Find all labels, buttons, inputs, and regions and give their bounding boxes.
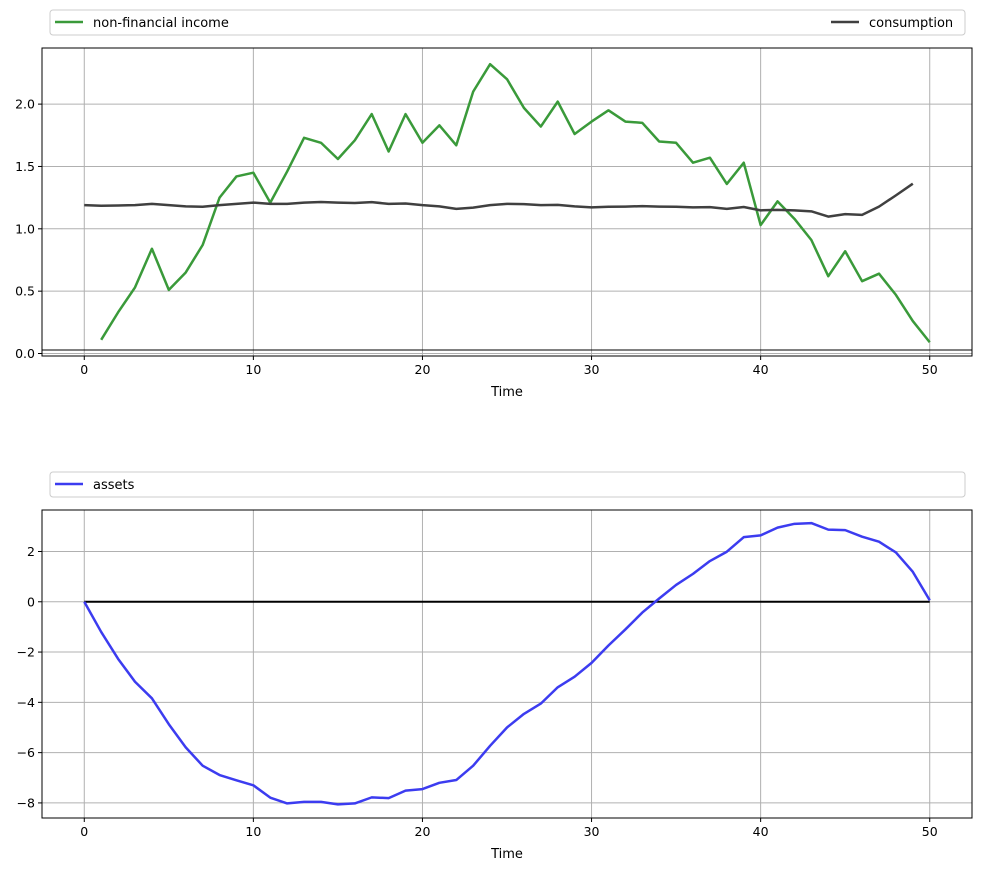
x-tick-label: 40	[753, 362, 769, 377]
x-tick-label: 50	[922, 362, 938, 377]
x-tick-label: 10	[245, 824, 261, 839]
y-tick-label: 1.0	[15, 221, 35, 236]
top-legend-box	[49, 9, 966, 36]
y-tick-label: −8	[17, 795, 35, 810]
x-tick-label: 40	[753, 824, 769, 839]
series-line-non-financial-income	[100, 62, 931, 344]
y-tick-label: −4	[17, 695, 35, 710]
bottom-chart: assets 0 10 20 30 40 50 −8 −6 −4 −2 0 2 Time	[17, 471, 973, 862]
y-tick-label: −6	[17, 745, 35, 760]
x-tick-label: 0	[80, 824, 88, 839]
y-tick-label: 2.0	[15, 97, 35, 112]
bottom-y-ticks: −8 −6 −4 −2 0 2	[17, 544, 42, 810]
bottom-x-ticks: 0 10 20 30 40 50	[80, 818, 938, 839]
bottom-legend-box	[49, 471, 966, 498]
x-tick-label: 30	[584, 824, 600, 839]
y-tick-label: −2	[17, 645, 35, 660]
series-line-consumption	[84, 182, 914, 218]
top-x-ticks: 0 10 20 30 40 50	[80, 356, 938, 377]
top-y-ticks: 0.0 0.5 1.0 1.5 2.0	[15, 97, 42, 361]
x-tick-label: 10	[245, 362, 261, 377]
legend-label-consumption: consumption	[869, 16, 953, 31]
y-tick-label: 0	[27, 594, 35, 609]
x-tick-label: 30	[584, 362, 600, 377]
top-chart: non-financial income consumption 0 10 20 30…	[15, 9, 973, 400]
x-tick-label: 20	[415, 362, 431, 377]
y-tick-label: 1.5	[15, 159, 35, 174]
series-line-assets	[83, 521, 931, 806]
x-tick-label: 0	[80, 362, 88, 377]
top-grid	[42, 48, 972, 356]
bottom-grid	[42, 510, 972, 818]
y-tick-label: 0.0	[15, 346, 35, 361]
top-x-axis-label: Time	[490, 385, 523, 400]
x-tick-label: 50	[922, 824, 938, 839]
y-tick-label: 0.5	[15, 284, 35, 299]
bottom-plot-frame	[41, 509, 973, 819]
top-plot-frame	[41, 47, 973, 357]
bottom-x-axis-label: Time	[490, 847, 523, 862]
x-tick-label: 20	[415, 824, 431, 839]
y-tick-label: 2	[27, 544, 35, 559]
legend-label-income: non-financial income	[93, 16, 229, 31]
legend-label-assets: assets	[93, 478, 135, 493]
